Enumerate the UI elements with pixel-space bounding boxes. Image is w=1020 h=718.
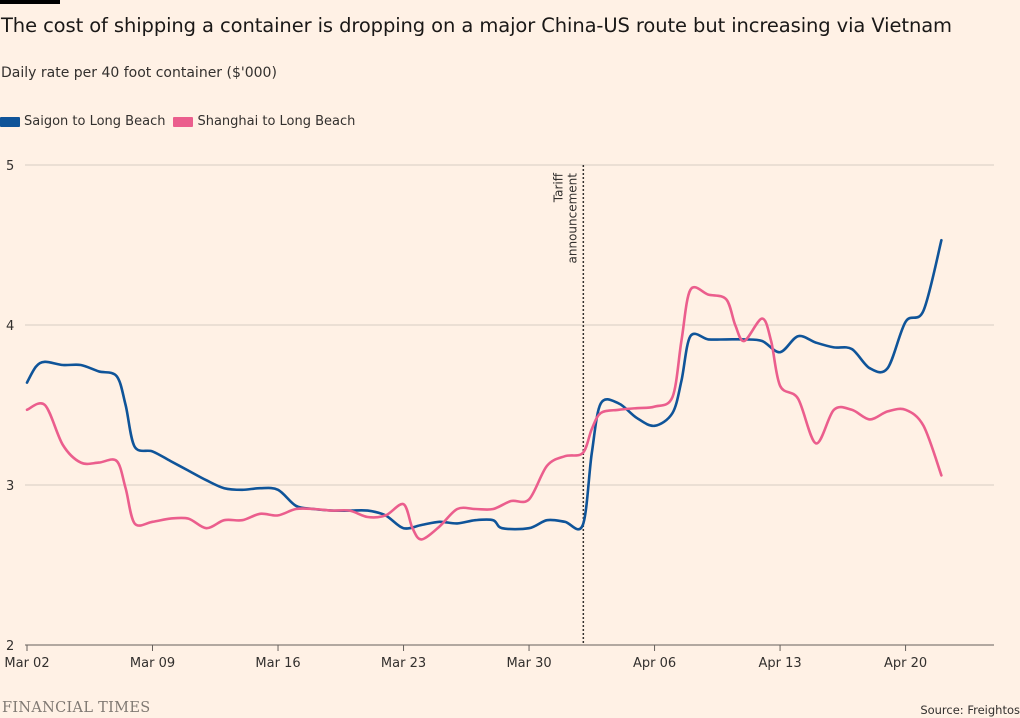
legend-item-saigon: Saigon to Long Beach xyxy=(0,114,165,129)
legend-label-saigon: Saigon to Long Beach xyxy=(24,114,166,129)
legend-swatch-shanghai xyxy=(173,116,194,127)
legend-swatch-saigon xyxy=(0,116,20,127)
legend-label-shanghai: Shanghai to Long Beach xyxy=(197,114,356,129)
series-line-saigon xyxy=(25,238,943,531)
x-tick-label: Apr 20 xyxy=(884,656,927,671)
y-tick-label: 3 xyxy=(6,479,14,494)
x-tick-label: Mar 02 xyxy=(4,656,49,671)
y-tick-label: 5 xyxy=(6,159,14,174)
tariff-annotation: Tariff announcement xyxy=(551,165,585,645)
chart-title: The cost of shipping a container is drop… xyxy=(1,14,952,37)
legend-item-shanghai: Shanghai to Long Beach xyxy=(173,114,355,129)
tariff-annotation-label-line2: announcement xyxy=(565,173,579,264)
x-tick-label: Apr 06 xyxy=(633,656,676,671)
source-note: Source: Freightos xyxy=(920,703,1020,717)
y-tick-label: 2 xyxy=(6,639,14,654)
y-tick-label: 4 xyxy=(6,319,14,334)
brand-top-bar xyxy=(0,0,60,4)
x-tick-label: Apr 13 xyxy=(758,656,801,671)
y-tick-labels: 2 3 4 5 xyxy=(6,159,14,654)
x-tick-label: Mar 23 xyxy=(381,656,426,671)
ft-logo: FINANCIAL TIMES xyxy=(2,700,151,716)
x-tick-label: Mar 09 xyxy=(130,656,175,671)
chart-subtitle: Daily rate per 40 foot container ($'000) xyxy=(1,65,277,81)
x-tick-label: Mar 16 xyxy=(255,656,300,671)
y-gridlines xyxy=(25,164,994,486)
series-line-shanghai xyxy=(25,285,943,541)
x-tick-label: Mar 30 xyxy=(506,656,551,671)
tariff-annotation-label-line1: Tariff xyxy=(551,172,565,203)
x-axis: Mar 02 Mar 09 Mar 16 Mar 23 Mar 30 Apr 06 Apr … xyxy=(4,644,994,671)
legend: Saigon to Long Beach Shanghai to Long Be… xyxy=(0,114,363,129)
series-lines xyxy=(25,238,943,541)
